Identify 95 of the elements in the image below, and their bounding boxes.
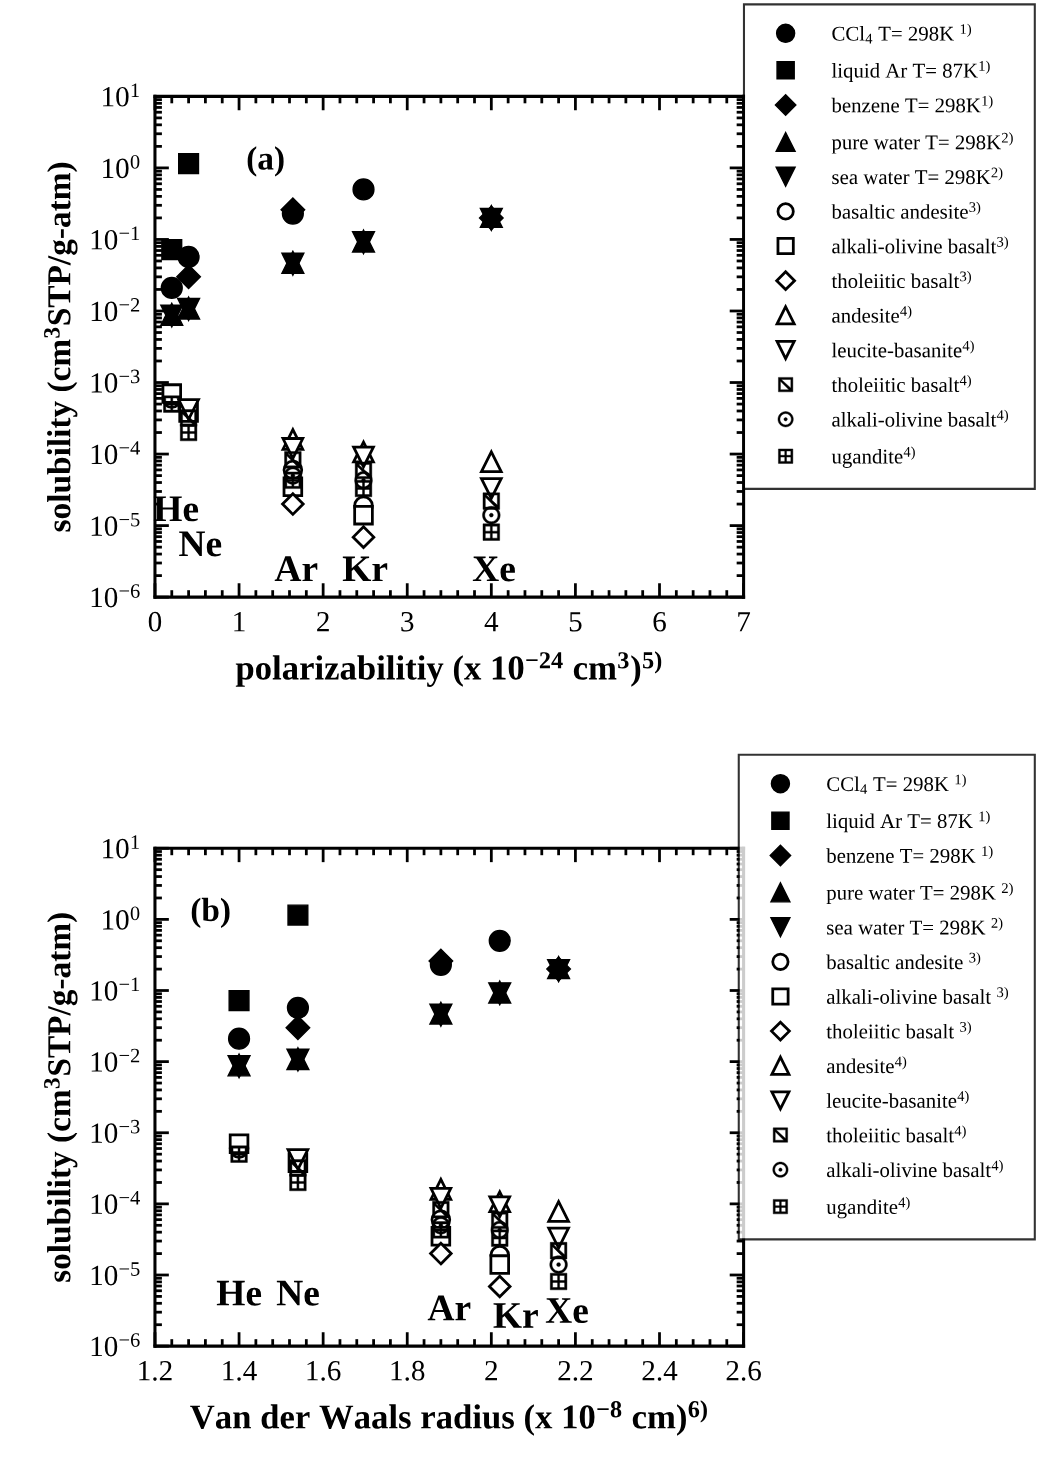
annotation: He — [216, 1280, 262, 1306]
legend-label: basaltic andesite$^{3)}$ — [831, 201, 981, 219]
legend-label: andesite$^{4)}$ — [826, 1056, 907, 1074]
x-tick-label: 0 — [148, 611, 162, 632]
point — [353, 504, 374, 526]
legend-label: pure water T= 298K$^{2)}$ — [831, 132, 1013, 154]
point — [429, 1241, 453, 1266]
x-tick-label: 6 — [653, 611, 666, 632]
legend-label: basaltic andesite $^{3)}$ — [826, 952, 981, 970]
point — [351, 525, 376, 549]
annotation: Kr — [493, 1303, 538, 1328]
legend-label: tholeiitic basalt$^{4)}$ — [831, 375, 971, 393]
point — [352, 445, 375, 469]
x-tick-label: 4 — [484, 612, 499, 632]
legend-label: alkali-olivine basalt $^{3)}$ — [826, 986, 1009, 1004]
y-axis-title: solubility (cm$^{3}$STP/g-atm) — [44, 913, 78, 1282]
legend-label: liquid Ar T= 87K$^{1)}$ — [831, 60, 990, 82]
x-tick-label: 3 — [401, 611, 414, 632]
legend-label: tholeiitic basalt $^{3)}$ — [826, 1021, 971, 1039]
legend-label: ugandite$^{4)}$ — [831, 446, 915, 468]
point — [281, 492, 305, 516]
legend-label: alkali-olivine basalt$^{4)}$ — [826, 1160, 1003, 1178]
point — [480, 477, 503, 500]
y-tick-label: 10$^{−3}$ — [91, 369, 140, 393]
annotation: Ne — [276, 1280, 319, 1306]
point — [547, 1200, 570, 1223]
x-tick-label: 1.6 — [307, 1360, 341, 1381]
point — [161, 239, 183, 261]
x-tick-label: 1.8 — [391, 1360, 425, 1381]
y-tick-label: 10$^{1}$ — [103, 835, 139, 859]
point — [285, 1015, 311, 1041]
annotation: (b) — [191, 897, 230, 929]
y-tick-label: 10$^{0}$ — [103, 906, 140, 930]
point — [488, 1274, 512, 1299]
x-tick-label: 2.2 — [558, 1360, 593, 1381]
legend-label: andesite$^{4)}$ — [832, 305, 912, 323]
legend-label: CCl$_{4}$ T= 298K $^{1)}$ — [832, 23, 972, 44]
y-tick-label: 10$^{−4}$ — [91, 1190, 140, 1215]
point — [227, 1027, 251, 1050]
legend-label: sea water T= 298K$^{2)}$ — [832, 167, 1003, 185]
legend-label: pure water T= 298K $^{2)}$ — [826, 882, 1013, 905]
point — [160, 276, 183, 300]
x-tick-label: 2 — [485, 1360, 498, 1381]
point — [488, 929, 511, 952]
point — [286, 996, 310, 1019]
legend-label: benzene T= 298K $^{1)}$ — [826, 845, 993, 863]
annotation: Ar — [427, 1295, 471, 1321]
annotation: Xe — [545, 1298, 588, 1324]
y-tick-label: 10$^{−2}$ — [91, 298, 140, 322]
x-axis-title: Van der Waals radius (x 10$^{−8}$ cm)$^{6)}$ — [190, 1400, 707, 1436]
legend-label: tholeiitic basalt$^{4)}$ — [826, 1125, 966, 1143]
legend-label: alkali-olivine basalt$^{3)}$ — [832, 236, 1009, 254]
y-axis-title: solubility (cm$^{3}$STP/g-atm) — [44, 162, 78, 532]
point — [352, 178, 375, 201]
legend-label: CCl$_{4}$ T= 298K $^{1)}$ — [827, 774, 966, 794]
y-tick-label: 10$^{−4}$ — [91, 441, 140, 465]
x-axis-title: polarizabilitiy (x 10$^{−24}$ cm$^{3}$)$^{5)}$ — [235, 651, 662, 687]
y-tick-label: 10$^{−1}$ — [91, 226, 140, 250]
x-tick-label: 7 — [738, 612, 751, 632]
annotation: Ar — [274, 556, 318, 582]
y-tick-label: 10$^{0}$ — [103, 154, 140, 179]
point — [489, 1254, 510, 1275]
y-tick-label: 10$^{−6}$ — [91, 584, 140, 608]
legend-label: leucite-basanite$^{4)}$ — [826, 1090, 969, 1108]
legend-label: liquid Ar T= 87K $^{1)}$ — [826, 811, 990, 833]
point — [178, 152, 200, 175]
y-tick-label: 10$^{−2}$ — [91, 1048, 140, 1072]
y-tick-label: 10$^{−5}$ — [91, 1262, 140, 1286]
annotation: Xe — [472, 556, 515, 582]
annotation: (a) — [247, 146, 284, 177]
x-tick-label: 1.2 — [139, 1360, 172, 1381]
legend-label: tholeiitic basalt$^{3)}$ — [831, 271, 971, 289]
point — [287, 904, 309, 926]
annotation: He — [153, 496, 199, 522]
x-tick-label: 5 — [569, 612, 582, 632]
legend-label: benzene T= 298K$^{1)}$ — [831, 95, 993, 113]
x-tick-label: 1.4 — [223, 1360, 257, 1381]
y-tick-label: 10$^{−3}$ — [91, 1119, 140, 1144]
y-tick-label: 10$^{1}$ — [103, 83, 139, 107]
x-tick-label: 1 — [234, 612, 245, 632]
y-tick-label: 10$^{−6}$ — [91, 1333, 140, 1357]
y-tick-label: 10$^{−5}$ — [91, 512, 140, 536]
legend-label: leucite-basanite$^{4)}$ — [831, 340, 974, 358]
point — [480, 450, 503, 474]
x-tick-label: 2.6 — [726, 1360, 761, 1381]
annotation: Kr — [342, 556, 388, 582]
annotation: Ne — [179, 531, 222, 557]
y-tick-label: 10$^{−1}$ — [91, 977, 140, 1001]
x-tick-label: 2 — [317, 611, 329, 632]
legend-label: alkali-olivine basalt$^{4)}$ — [832, 409, 1009, 427]
x-tick-label: 2.4 — [642, 1360, 678, 1381]
point — [228, 990, 250, 1012]
point — [176, 264, 202, 290]
legend-label: ugandite$^{4)}$ — [826, 1197, 910, 1219]
legend-label: sea water T= 298K $^{2)}$ — [827, 917, 1003, 935]
